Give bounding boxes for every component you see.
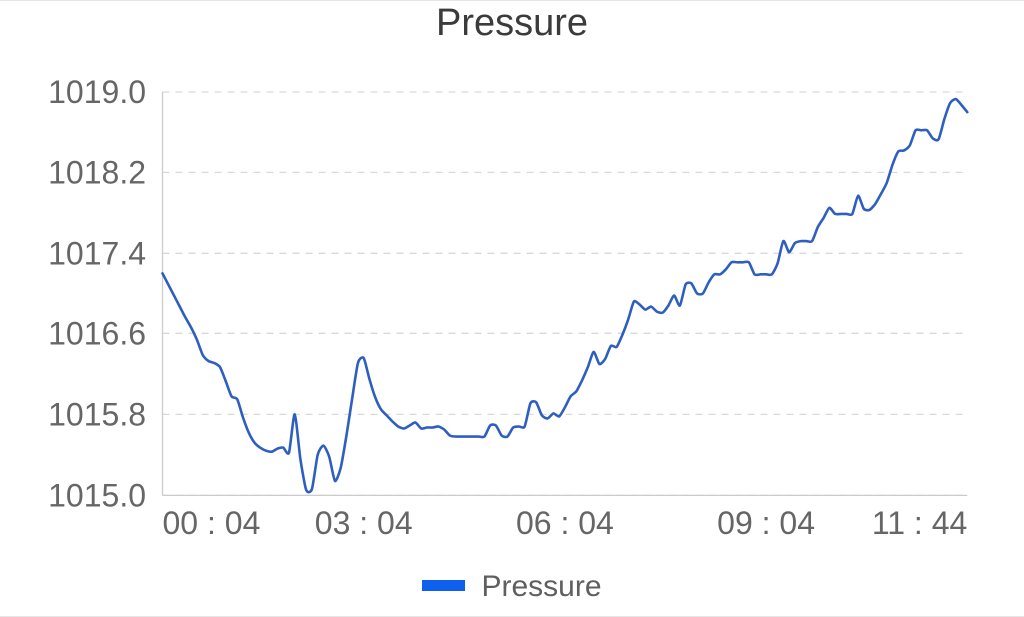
svg-text:09 : 04: 09 : 04 xyxy=(717,505,815,541)
svg-text:1018.2: 1018.2 xyxy=(48,154,146,190)
svg-text:1016.6: 1016.6 xyxy=(48,315,146,351)
svg-text:1017.4: 1017.4 xyxy=(48,235,146,271)
svg-text:1015.0: 1015.0 xyxy=(48,477,146,513)
svg-text:06 : 04: 06 : 04 xyxy=(516,505,614,541)
svg-text:1015.8: 1015.8 xyxy=(48,396,146,432)
svg-text:03 : 04: 03 : 04 xyxy=(315,505,413,541)
svg-text:11 : 44: 11 : 44 xyxy=(872,505,967,541)
svg-text:00 : 04: 00 : 04 xyxy=(163,505,261,541)
svg-text:1019.0: 1019.0 xyxy=(48,74,146,110)
